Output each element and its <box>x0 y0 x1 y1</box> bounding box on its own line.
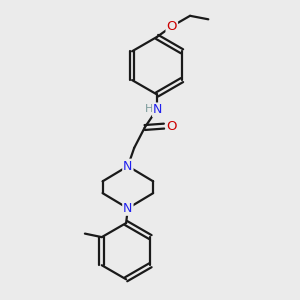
Text: N: N <box>123 160 133 173</box>
Text: H: H <box>145 103 154 113</box>
Text: N: N <box>153 103 162 116</box>
Text: N: N <box>123 202 133 215</box>
Text: O: O <box>167 20 177 33</box>
Text: O: O <box>167 120 177 133</box>
